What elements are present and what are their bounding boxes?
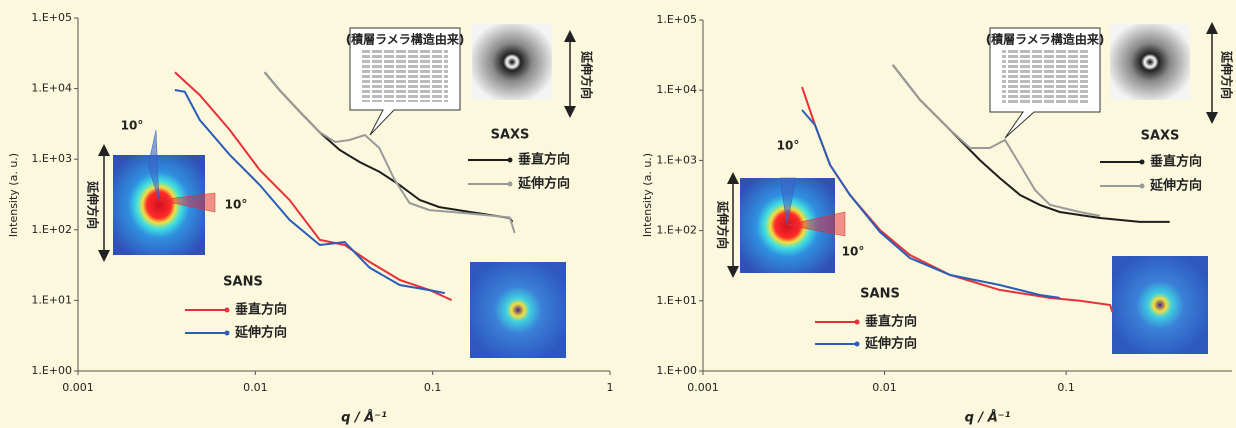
- saxs-pattern-inset: [1110, 24, 1190, 100]
- x-tick-label: 0.01: [243, 381, 268, 394]
- legend-label: 垂直方向: [518, 152, 570, 168]
- lamella-sketch: [1002, 48, 1088, 104]
- legend-marker: [854, 319, 860, 325]
- data-line: [892, 64, 1101, 217]
- annotation: 延伸方向: [86, 180, 101, 229]
- y-tick-label: 1.E+04: [656, 83, 697, 96]
- annotation: 延伸方向: [580, 50, 595, 99]
- y-tick-label: 1.E+05: [656, 13, 697, 26]
- x-axis-label: q / Å⁻¹: [965, 410, 1011, 426]
- beam-fan-blue: [147, 129, 160, 201]
- x-tick-label: 1: [607, 381, 614, 394]
- legend-marker: [224, 307, 230, 313]
- y-axis-label: Intensity (a. u.): [641, 153, 654, 237]
- y-tick-label: 1.E+00: [31, 364, 72, 377]
- beam-fan-blue: [779, 177, 797, 226]
- x-tick-label: 0.1: [1057, 381, 1075, 394]
- lamella-sketch: [362, 48, 448, 102]
- legend-marker: [507, 157, 513, 163]
- y-tick-label: 1.E+05: [31, 11, 72, 24]
- legend-title: SANS: [860, 287, 900, 302]
- x-tick-label: 0.001: [687, 381, 719, 394]
- annotation: 延伸方向: [716, 200, 731, 249]
- y-tick-label: 1.E+01: [656, 294, 697, 307]
- y-axis-label: Intensity (a. u.): [7, 153, 20, 237]
- x-tick-label: 0.1: [424, 381, 442, 394]
- beam-fan-red: [158, 192, 216, 213]
- legend-title: SAXS: [491, 128, 530, 143]
- y-tick-label: 1.E+01: [31, 293, 72, 306]
- legend-label: 延伸方向: [864, 336, 917, 352]
- sans-detector-image: [1112, 256, 1208, 354]
- saxs-pattern-inset: [472, 24, 552, 100]
- y-tick-label: 1.E+03: [656, 153, 697, 166]
- x-tick-label: 0.01: [872, 381, 897, 394]
- legend-marker: [507, 181, 513, 187]
- legend-title: SANS: [223, 275, 263, 290]
- legend-label: 延伸方向: [517, 176, 570, 192]
- y-tick-label: 1.E+00: [656, 364, 697, 377]
- y-tick-label: 1.E+02: [31, 223, 72, 236]
- y-tick-label: 1.E+03: [31, 152, 72, 165]
- sans-detector-image: [470, 262, 566, 358]
- annotation: 10°: [777, 139, 800, 153]
- legend-title: SAXS: [1141, 129, 1180, 144]
- legend-label: 延伸方向: [1149, 178, 1202, 194]
- beam-fan-red: [786, 211, 846, 237]
- annotation: (積層ラメラ構造由来): [346, 32, 465, 47]
- data-line: [801, 86, 1114, 313]
- data-line: [263, 71, 516, 234]
- annotation: 10°: [842, 245, 865, 259]
- legend-marker: [1139, 159, 1145, 165]
- annotation: (積層ラメラ構造由来): [986, 32, 1105, 47]
- data-line: [174, 89, 445, 295]
- annotation: 10°: [225, 198, 248, 212]
- y-tick-label: 1.E+02: [656, 224, 697, 237]
- legend-label: 垂直方向: [235, 302, 287, 318]
- legend-marker: [1139, 183, 1145, 189]
- x-tick-label: 0.001: [62, 381, 94, 394]
- legend-label: 垂直方向: [1150, 154, 1202, 170]
- legend-marker: [854, 341, 860, 347]
- legend-marker: [224, 330, 230, 336]
- annotation: 延伸方向: [1220, 50, 1235, 99]
- legend-label: 垂直方向: [865, 314, 917, 330]
- x-axis-label: q / Å⁻¹: [341, 410, 387, 426]
- data-line: [801, 109, 1060, 299]
- legend-label: 延伸方向: [234, 325, 287, 341]
- y-tick-label: 1.E+04: [31, 82, 72, 95]
- annotation: 10°: [121, 119, 144, 133]
- data-line: [174, 71, 453, 302]
